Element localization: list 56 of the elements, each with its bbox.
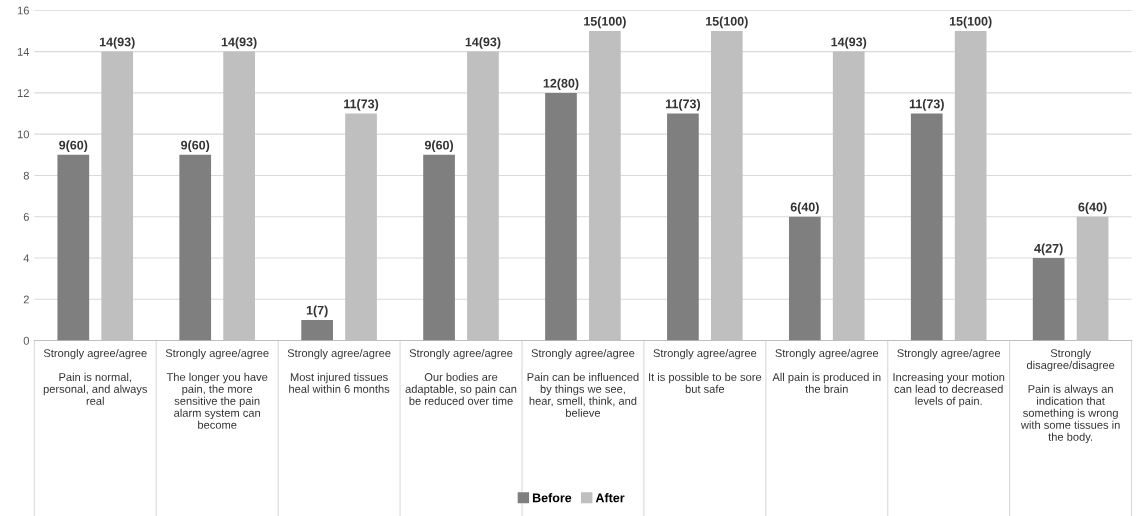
y-tick-label: 10 bbox=[17, 130, 29, 139]
data-label: 6(40) bbox=[1078, 202, 1107, 214]
data-label: 11(73) bbox=[665, 99, 701, 111]
bar bbox=[954, 30, 987, 341]
data-label: 14(93) bbox=[99, 37, 135, 49]
bar bbox=[910, 113, 943, 341]
data-label: 6(40) bbox=[790, 202, 819, 214]
bar bbox=[101, 51, 134, 341]
category-label: Strongly agree/agree Most injured tissues heal within 6 months bbox=[287, 348, 391, 393]
data-label: 14(93) bbox=[465, 37, 501, 49]
bar bbox=[1076, 216, 1109, 341]
data-label: 14(93) bbox=[221, 37, 257, 49]
bar bbox=[589, 30, 621, 341]
y-tick-label: 8 bbox=[23, 171, 29, 180]
bar bbox=[467, 51, 499, 341]
bar bbox=[667, 113, 699, 341]
y-tick-label: 2 bbox=[23, 295, 29, 304]
bar bbox=[1032, 258, 1065, 341]
bar bbox=[345, 113, 377, 341]
category-label: Strongly agree/agree Our bodies are adaptable, so pain can be reduced over time bbox=[405, 348, 517, 405]
data-label: 1(7) bbox=[306, 305, 328, 318]
y-tick-label: 6 bbox=[23, 212, 29, 221]
data-label: 14(93) bbox=[831, 37, 867, 49]
bar bbox=[301, 319, 333, 341]
legend-label: After bbox=[595, 493, 625, 503]
data-label: 15(100) bbox=[584, 16, 626, 29]
y-tick-label: 4 bbox=[23, 254, 30, 263]
category-label: Strongly agree/agree Pain can be influenced by things we see, hear, smell, think, and believe bbox=[527, 348, 639, 417]
bar bbox=[832, 51, 865, 341]
data-label: 9(60) bbox=[59, 140, 88, 153]
category-label: Strongly disagree/disagree Pain is always an indication that something is wrong with some tissues in the body. bbox=[1020, 348, 1120, 444]
data-label: 4(27) bbox=[1034, 243, 1063, 256]
bar bbox=[179, 154, 212, 341]
data-label: 15(100) bbox=[706, 16, 748, 29]
data-label: 15(100) bbox=[949, 16, 992, 29]
data-label: 9(60) bbox=[424, 140, 454, 153]
y-tick-label: 12 bbox=[17, 89, 29, 97]
category-label: Strongly agree/agree Increasing your motion can lead to decreased levels of pain. bbox=[893, 348, 1005, 408]
bar bbox=[57, 154, 90, 341]
bar bbox=[545, 92, 577, 341]
data-label: 12(80) bbox=[543, 78, 579, 91]
y-tick-label: 14 bbox=[17, 47, 30, 56]
y-tick-label: 0 bbox=[23, 336, 29, 345]
legend-label: Before bbox=[532, 493, 572, 503]
data-label: 11(73) bbox=[344, 99, 379, 111]
bar bbox=[223, 51, 255, 341]
bar bbox=[710, 30, 743, 341]
category-label: Strongly agree/agree Pain is normal, personal, and always real bbox=[43, 348, 148, 405]
data-label: 11(73) bbox=[909, 99, 944, 111]
bar bbox=[423, 154, 455, 341]
y-tick-label: 16 bbox=[17, 6, 29, 15]
bar bbox=[788, 216, 821, 341]
category-label: Strongly agree/agree All pain is produced in the brain bbox=[772, 348, 881, 393]
category-label: Strongly agree/agree It is possible to be sore but safe bbox=[649, 348, 762, 393]
category-label: Strongly agree/agree The longer you have pain, the more sensitive the pain alarm system can become bbox=[165, 348, 269, 429]
data-label: 9(60) bbox=[181, 140, 210, 153]
